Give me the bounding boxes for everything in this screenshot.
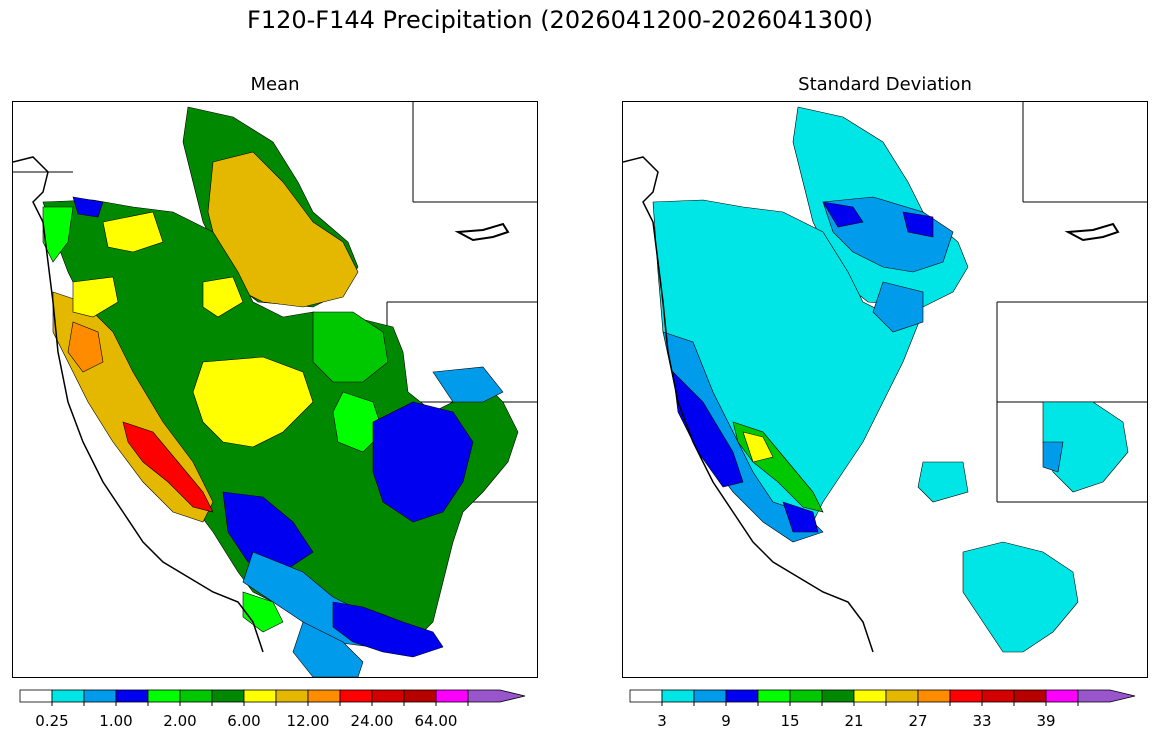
mean-map — [12, 101, 538, 678]
std-colorbar-segment — [853, 689, 887, 703]
mean-colorbar-segment — [243, 689, 277, 703]
std-colorbar — [629, 689, 1136, 706]
std-colorbar-segment — [661, 689, 695, 703]
std-map-canvas — [623, 102, 1147, 653]
std-colorbar-segment — [917, 689, 951, 703]
mean-colorbar — [19, 689, 526, 706]
std-colorbar-segment — [1077, 689, 1136, 703]
std-colorbar-label: 27 — [908, 712, 928, 730]
mean-colorbar-segment — [371, 689, 405, 703]
mean-panel-title: Mean — [250, 74, 300, 95]
std-colorbar-segment — [725, 689, 759, 703]
mean-colorbar-segment — [211, 689, 245, 703]
std-colorbar-segment — [981, 689, 1015, 703]
lake — [454, 222, 510, 242]
mean-colorbar-label: 2.00 — [163, 712, 197, 730]
std-colorbar-segment — [1013, 689, 1047, 703]
std-colorbar-segment — [821, 689, 855, 703]
mean-colorbar-segment — [83, 689, 117, 703]
mean-colorbar-segment — [307, 689, 341, 703]
mean-colorbar-label: 0.25 — [35, 712, 69, 730]
precip-regions — [42, 106, 519, 677]
std-panel-title: Standard Deviation — [798, 74, 972, 95]
mean-colorbar-label: 6.00 — [227, 712, 261, 730]
mean-colorbar-segment — [179, 689, 213, 703]
mean-colorbar-segment — [147, 689, 181, 703]
std-colorbar-segment — [629, 689, 663, 703]
std-colorbar-segment — [949, 689, 983, 703]
std-colorbar-segment — [1045, 689, 1079, 703]
std-colorbar-segment — [885, 689, 919, 703]
mean-colorbar-segment — [51, 689, 85, 703]
std-colorbar-segment — [757, 689, 791, 703]
std-colorbar-label: 33 — [972, 712, 992, 730]
std-colorbar-segment — [693, 689, 727, 703]
mean-map-canvas — [13, 102, 537, 677]
mean-colorbar-segment — [403, 689, 437, 703]
mean-colorbar-label: 24.00 — [350, 712, 394, 730]
std-colorbar-label: 21 — [844, 712, 864, 730]
mean-colorbar-label: 1.00 — [99, 712, 133, 730]
mean-colorbar-segment — [435, 689, 469, 703]
std-map — [622, 101, 1148, 678]
std-colorbar-label: 39 — [1036, 712, 1056, 730]
mean-colorbar-segment — [275, 689, 309, 703]
std-regions — [652, 106, 1129, 653]
lake — [1064, 222, 1120, 242]
std-colorbar-label: 3 — [657, 712, 667, 730]
coastline — [623, 156, 874, 653]
std-colorbar-label: 15 — [780, 712, 800, 730]
mean-colorbar-label: 64.00 — [414, 712, 458, 730]
std-colorbar-segment — [789, 689, 823, 703]
mean-colorbar-segment — [115, 689, 149, 703]
mean-colorbar-segment — [19, 689, 53, 703]
mean-colorbar-segment — [467, 689, 526, 703]
std-colorbar-label: 9 — [721, 712, 731, 730]
mean-colorbar-label: 12.00 — [286, 712, 330, 730]
coastline — [13, 156, 264, 653]
figure-title: F120-F144 Precipitation (2026041200-2026… — [247, 6, 873, 34]
mean-colorbar-segment — [339, 689, 373, 703]
